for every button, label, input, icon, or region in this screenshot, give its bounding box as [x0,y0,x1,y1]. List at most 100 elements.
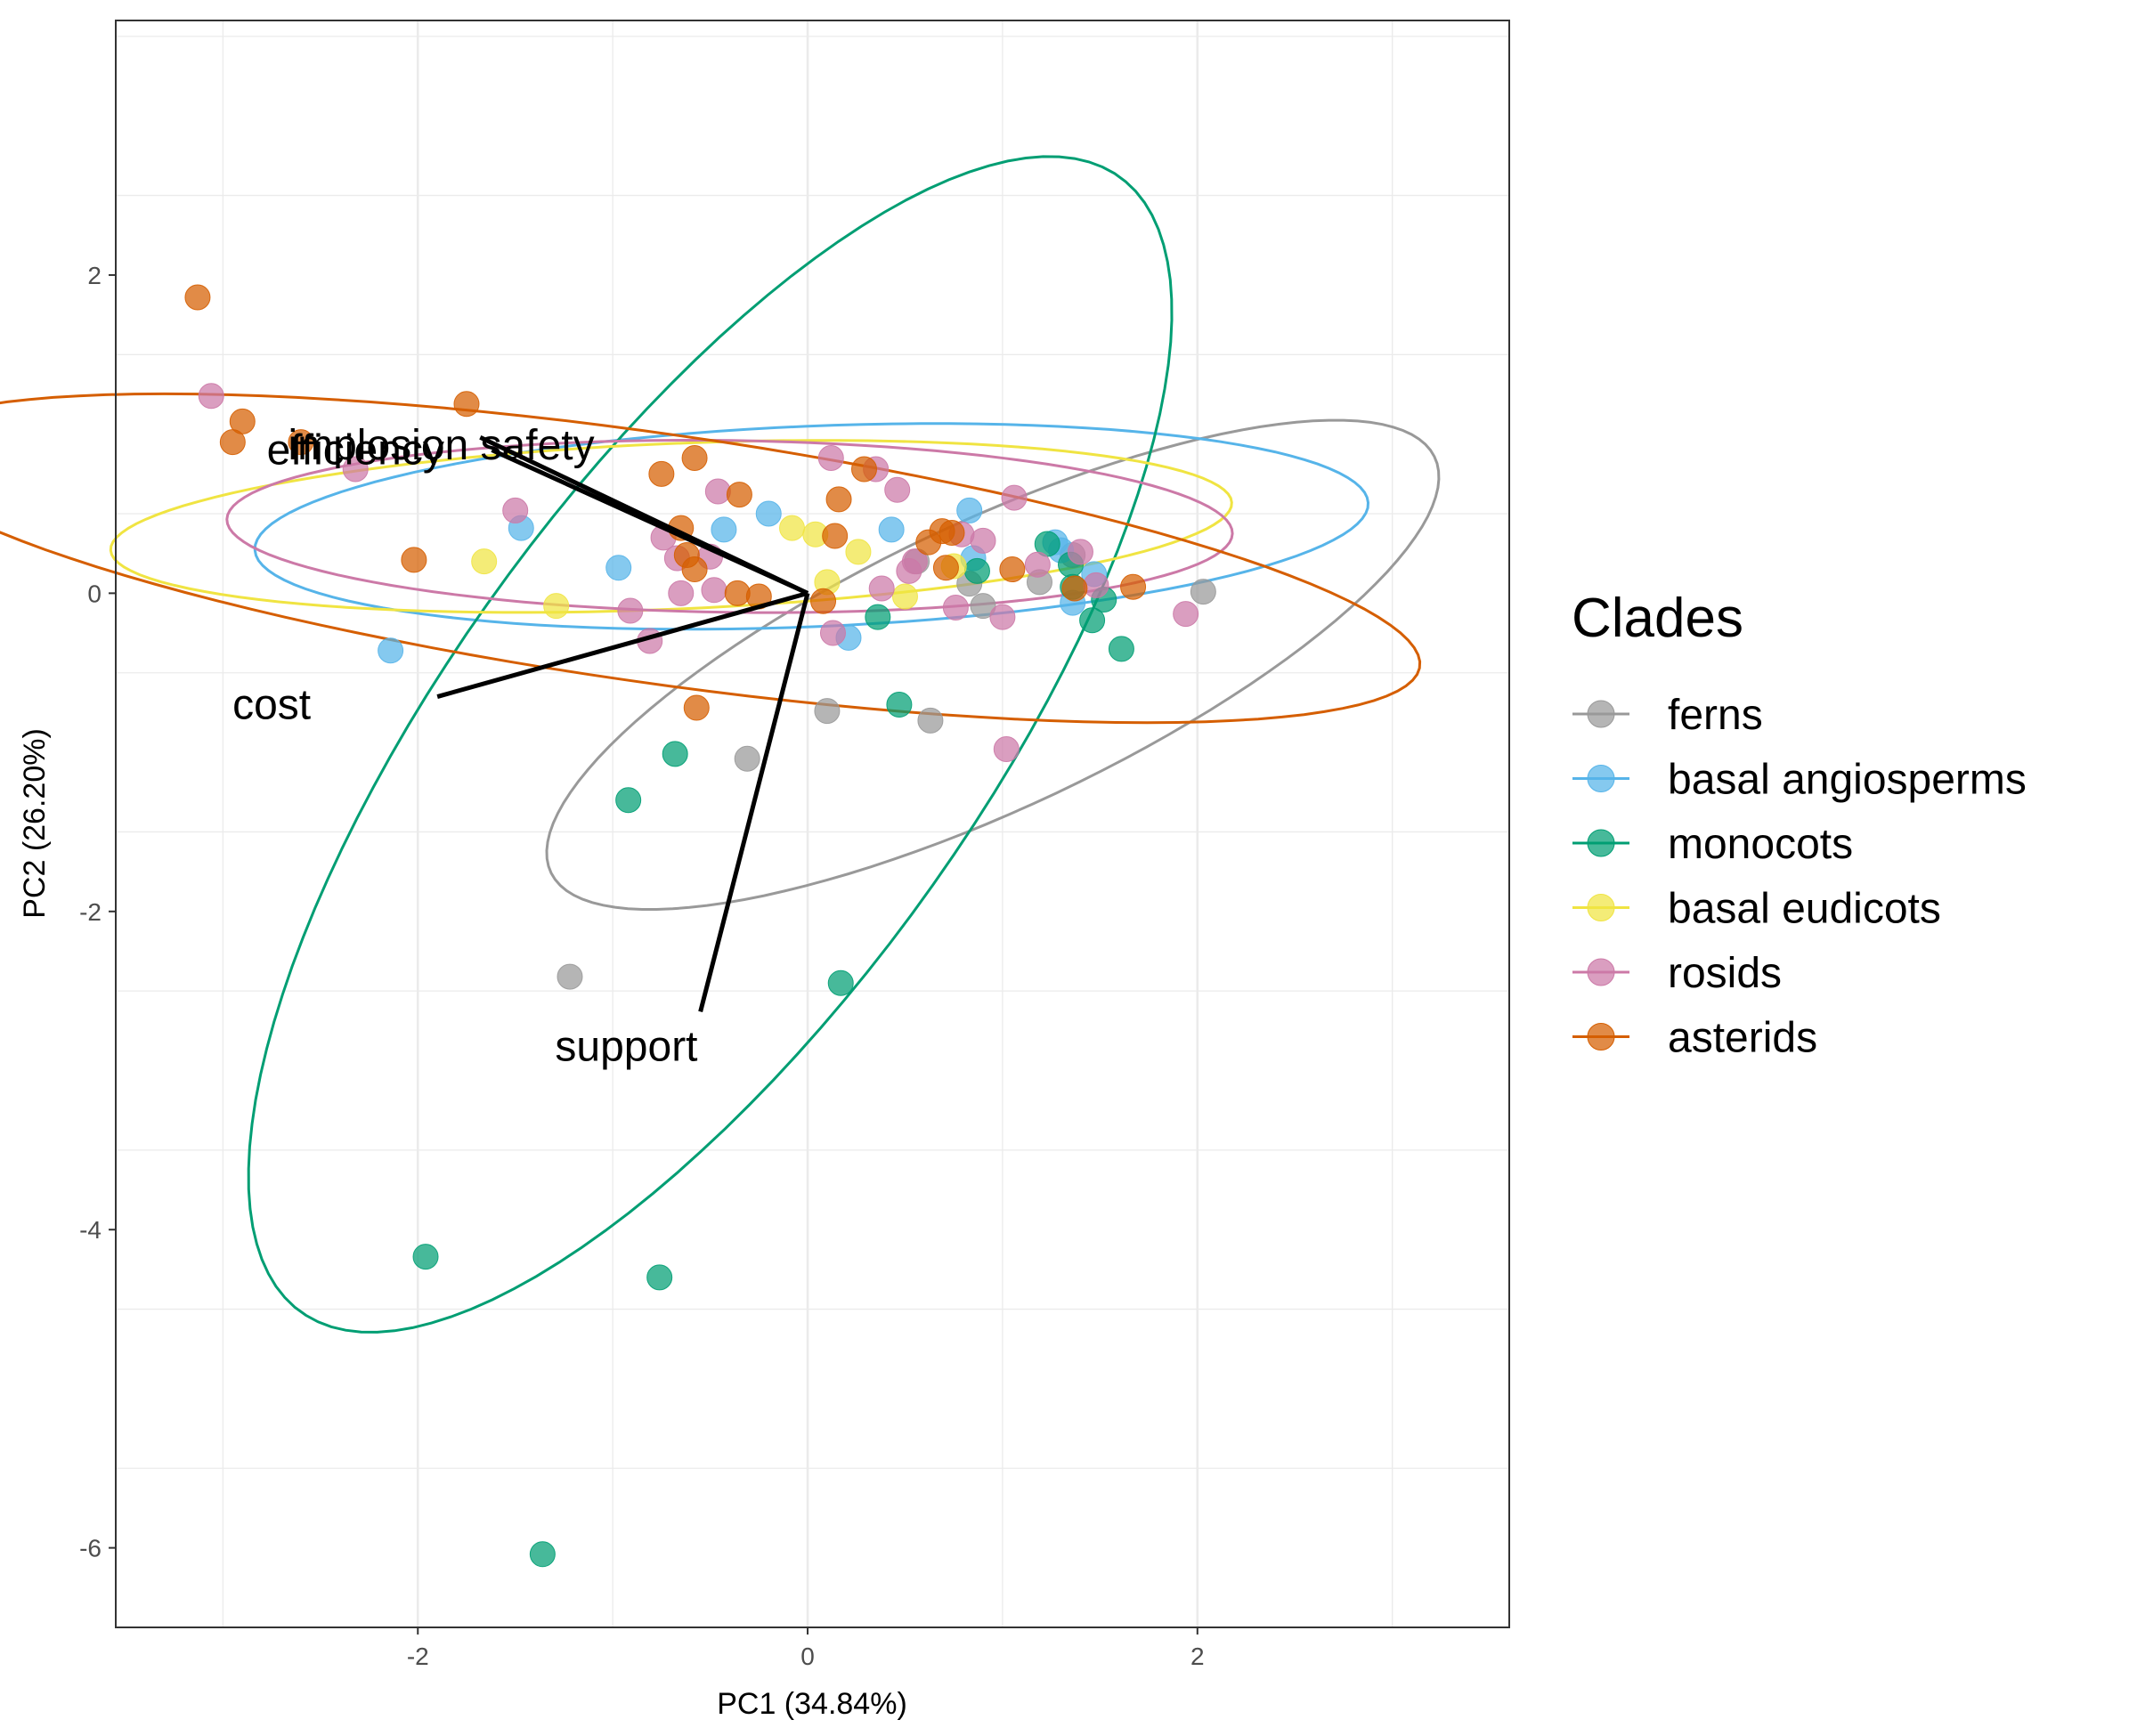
legend-key-point [1587,765,1615,792]
y-axis-title: PC2 (26.20%) [18,728,52,919]
point-ferns [734,745,760,772]
point-rosids [884,476,911,503]
loading-arrow-efficiency [491,448,809,596]
x-axis-title: PC1 (34.84%) [717,1687,907,1721]
legend-title: Clades [1572,588,1743,649]
point-rosids [1083,572,1109,598]
y-tick-label: 2 [87,262,102,289]
point-basal-eudicots [779,515,806,541]
point-basal-eudicots [845,539,872,565]
point-asterids [825,486,852,513]
point-asterids [999,556,1026,583]
point-ferns [1190,579,1216,605]
point-rosids [942,594,969,621]
point-asterids [938,519,965,546]
loading-label-support: support [555,1024,697,1071]
x-tick-label: 0 [800,1643,815,1670]
point-rosids [701,577,727,604]
legend-item-basal-eudicots: basal eudicots [1572,886,1941,933]
loading-label-cost: cost [232,681,311,728]
point-monocots [827,969,854,996]
loading-label-implosion-safety: implosion safety [288,422,594,469]
y-tick-label: -4 [79,1216,102,1244]
ellipse-ferns [545,418,1441,911]
y-tick-label: -6 [79,1535,102,1562]
legend-key-point [1587,1023,1615,1051]
point-monocots [662,741,688,767]
point-rosids [704,478,731,505]
legend-key-point [1587,958,1615,986]
point-rosids [502,497,529,523]
point-rosids [817,444,844,471]
legend-label: rosids [1668,950,1782,997]
point-asterids [229,408,256,434]
point-asterids [453,391,480,418]
point-rosids [198,383,224,410]
loading-arrow-support [698,592,810,1013]
x-tick-label: 2 [1190,1643,1205,1670]
y-tick-label: -2 [79,898,102,926]
legend-label: asterids [1668,1015,1817,1062]
point-asterids [726,482,752,508]
legend: Clades ferns basal angiosperms monocots bas… [1572,588,2027,1062]
legend-item-ferns: ferns [1572,692,1763,739]
point-monocots [1108,636,1134,662]
point-asterids [1061,575,1088,602]
legend-item-rosids: rosids [1572,950,1782,997]
loading-arrow-cost [436,590,808,699]
point-rosids [1173,601,1199,628]
ellipse-monocots [247,155,1174,1334]
legend-item-monocots: monocots [1572,821,1853,868]
point-monocots [1079,607,1106,634]
point-monocots [412,1244,439,1270]
point-basal-angiosperms [711,516,737,543]
point-monocots [865,604,891,630]
panel-background [116,20,1509,1627]
point-rosids [868,575,895,602]
point-basal-angiosperms [378,637,404,664]
legend-item-asterids: asterids [1572,1015,1817,1062]
x-tick-label: -2 [407,1643,429,1670]
point-asterids [1120,573,1147,600]
point-ferns [917,707,944,734]
point-asterids [683,694,710,721]
point-rosids [993,736,1020,763]
point-basal-eudicots [891,583,918,610]
point-asterids [851,456,878,483]
point-basal-eudicots [471,548,498,575]
point-asterids [681,556,708,583]
point-asterids [288,429,314,456]
point-monocots [963,557,990,584]
point-asterids [681,444,708,471]
point-asterids [401,547,427,573]
point-rosids [1001,484,1028,511]
point-asterids [822,523,849,549]
ellipse-asterids [0,392,1422,725]
legend-label: monocots [1668,821,1853,868]
point-rosids [1024,551,1051,578]
point-ferns [557,963,583,990]
point-monocots [529,1541,556,1568]
point-asterids [932,555,959,581]
point-basal-eudicots [543,593,570,620]
legend-label: ferns [1668,692,1763,739]
point-ferns [970,593,996,620]
point-asterids [648,460,675,487]
point-rosids [617,597,644,624]
point-asterids [810,588,837,614]
axis-ticks: -2 0 2 2 0 -2 -4 -6 [79,262,1204,1670]
point-basal-angiosperms [605,555,632,581]
point-rosids [342,456,369,483]
point-basal-angiosperms [878,516,905,543]
legend-key-point [1587,829,1615,857]
legend-label: basal angiosperms [1668,757,2027,804]
ellipse-basal-eudicots [109,439,1233,614]
point-monocots [886,691,913,718]
panel-border [115,20,1510,1628]
point-rosids [970,527,996,554]
point-basal-angiosperms [755,500,782,527]
point-asterids [184,284,211,311]
point-rosids [819,620,846,646]
y-tick-label: 0 [87,580,102,607]
